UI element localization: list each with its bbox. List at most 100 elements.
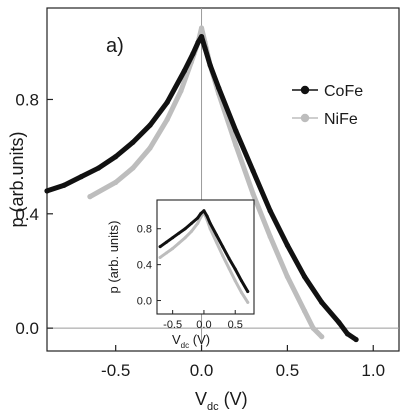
inset-point-cofe-4 — [183, 227, 187, 231]
inset-point-cofe-5 — [189, 221, 193, 225]
inset-x-tick-label-0-0: 0.0 — [196, 319, 211, 331]
inset-point-cofe-12 — [221, 245, 225, 249]
inset-point-nife-16 — [246, 300, 250, 304]
inset-y-tick-label-0-8: 0.8 — [137, 224, 152, 236]
x-tick-label-0-5: 0.5 — [276, 361, 300, 380]
point-cofe-9 — [190, 51, 196, 57]
point-nife-14 — [267, 234, 273, 240]
point-nife-16 — [301, 308, 308, 314]
point-cofe-5 — [130, 139, 136, 145]
inset-point-cofe-1 — [164, 240, 168, 244]
point-cofe-21 — [336, 319, 342, 326]
point-nife-5 — [178, 88, 184, 94]
main-ticks: -0.5 0.0 0.5 1.0 0.0 0.4 0.8 — [15, 90, 385, 380]
inset-point-nife-11 — [214, 240, 218, 244]
main-series — [44, 25, 359, 343]
point-cofe-2 — [78, 174, 84, 180]
main-plot-frame — [46, 7, 400, 352]
inset-point-nife-10 — [208, 227, 212, 231]
point-cofe-17 — [267, 208, 273, 214]
legend-label-nife: NiFe — [324, 111, 358, 128]
main-plot: -0.5 0.0 0.5 1.0 0.0 0.4 0.8 a) CoFe NiFe p (ar… — [7, 7, 400, 413]
legend-item-nife: NiFe — [292, 111, 358, 128]
x-axis-title-main: V — [195, 389, 207, 409]
point-nife-15 — [284, 274, 290, 280]
point-cofe-15 — [233, 128, 239, 134]
inset-x-axis-title: Vdc (V) — [172, 332, 210, 350]
inset-point-cofe-14 — [233, 267, 237, 271]
inset-y-axis-title: p (arb. units) — [106, 221, 121, 294]
series-cofe — [44, 33, 359, 343]
inset-point-cofe-11 — [214, 233, 218, 237]
point-nife-18 — [319, 334, 325, 340]
point-nife-1 — [113, 179, 119, 185]
point-cofe-1 — [61, 182, 67, 188]
point-nife-3 — [147, 145, 153, 151]
inset-x-tick-label--0-5: -0.5 — [163, 319, 182, 331]
point-cofe-11 — [198, 33, 205, 40]
point-nife-17 — [310, 325, 316, 331]
y-tick-label-0-4: 0.4 — [15, 205, 39, 224]
inset-point-cofe-3 — [177, 231, 181, 235]
inset-point-nife-6 — [196, 221, 200, 225]
inset-point-cofe-2 — [171, 236, 175, 240]
legend-marker-cofe — [300, 85, 310, 95]
x-tick-label-1-0: 1.0 — [361, 361, 385, 380]
inset-x-tick-label-0-5: 0.5 — [228, 319, 243, 331]
point-cofe-13 — [207, 62, 213, 68]
series-line-cofe — [44, 34, 359, 343]
y-tick-label-0-0: 0.0 — [15, 319, 39, 338]
inset-point-cofe-8 — [202, 209, 206, 213]
inset-point-nife-4 — [183, 236, 187, 240]
inset-plot: -0.5 0.0 0.5 0.0 0.4 0.8 p (arb. units) Vdc (… — [106, 199, 255, 350]
y-axis-title: p (arb.units) — [7, 131, 27, 227]
inset-point-nife-1 — [164, 251, 168, 255]
point-cofe-4 — [113, 154, 119, 160]
legend: CoFe NiFe — [292, 83, 363, 128]
inset-plot-frame — [156, 199, 255, 315]
legend-item-cofe: CoFe — [292, 83, 363, 100]
inset-point-nife-2 — [171, 246, 175, 250]
inset-point-cofe-6 — [196, 216, 200, 220]
inset-point-cofe-15 — [239, 279, 243, 283]
inset-point-cofe-16 — [246, 290, 250, 294]
inset-series — [158, 209, 250, 304]
point-nife-0 — [87, 194, 93, 200]
x-tick-label--0-5: -0.5 — [101, 361, 130, 380]
inset-x-axis-title-sub: dc — [181, 341, 189, 350]
inset-series-cofe — [158, 209, 250, 294]
x-tick-label-0-0: 0.0 — [190, 361, 214, 380]
inset-ticks: -0.5 0.0 0.5 0.0 0.4 0.8 — [137, 224, 243, 331]
inset-point-nife-13 — [227, 266, 231, 270]
point-cofe-12 — [202, 45, 208, 51]
point-cofe-23 — [353, 336, 359, 343]
panel-label: a) — [106, 35, 124, 57]
inset-point-cofe-13 — [227, 256, 231, 260]
point-cofe-16 — [250, 168, 256, 174]
point-cofe-10 — [195, 39, 201, 45]
inset-point-nife-0 — [158, 255, 162, 259]
inset-point-nife-14 — [233, 279, 237, 283]
point-cofe-18 — [284, 242, 290, 248]
inset-point-nife-12 — [221, 254, 225, 258]
point-nife-13 — [250, 191, 256, 197]
point-nife-8 — [198, 25, 205, 31]
inset-point-nife-5 — [189, 229, 193, 233]
point-cofe-7 — [164, 99, 170, 105]
legend-marker-nife — [300, 113, 310, 123]
y-tick-label-0-8: 0.8 — [15, 90, 39, 109]
point-cofe-3 — [95, 165, 102, 171]
x-axis-title: Vdc (V) — [195, 389, 248, 413]
inset-point-nife-15 — [239, 290, 243, 294]
point-nife-4 — [164, 116, 170, 123]
inset-point-cofe-7 — [199, 211, 203, 215]
x-axis-title-unit: (V) — [219, 389, 248, 409]
point-cofe-22 — [344, 331, 351, 337]
inset-x-axis-title-unit: (V) — [189, 332, 210, 347]
point-cofe-20 — [319, 299, 325, 306]
inset-point-cofe-0 — [158, 245, 162, 249]
inset-point-cofe-9 — [205, 214, 209, 218]
point-nife-2 — [130, 165, 136, 171]
point-cofe-0 — [44, 188, 50, 194]
